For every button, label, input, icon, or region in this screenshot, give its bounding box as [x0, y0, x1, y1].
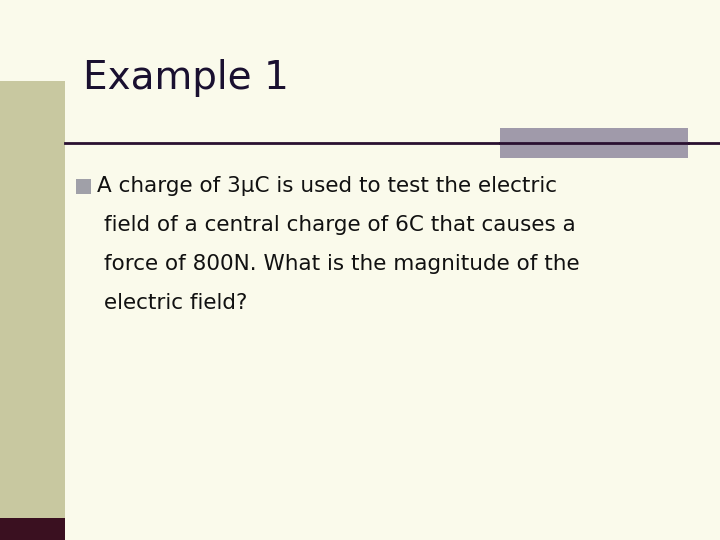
Text: force of 800N. What is the magnitude of the: force of 800N. What is the magnitude of … [104, 254, 580, 274]
Bar [500, 128, 688, 158]
Text: Example 1: Example 1 [83, 59, 289, 97]
Text: electric field?: electric field? [104, 293, 248, 313]
Text: A charge of 3μC is used to test the electric: A charge of 3μC is used to test the elec… [97, 176, 557, 197]
Bar [0, 518, 65, 540]
Bar [0, 81, 65, 518]
Text: field of a central charge of 6C that causes a: field of a central charge of 6C that cau… [104, 215, 576, 235]
Bar [76, 179, 91, 194]
